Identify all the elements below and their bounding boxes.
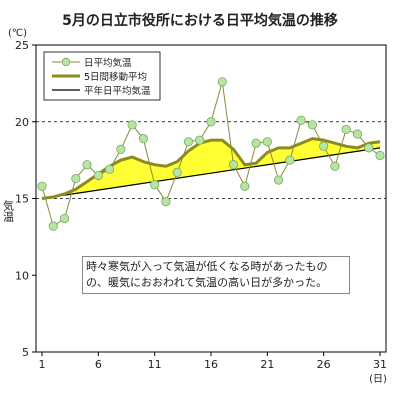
legend-label: 5日間移動平均 xyxy=(84,71,147,83)
data-point xyxy=(71,173,81,184)
data-point xyxy=(307,120,317,130)
chart-title: 5月の日立市役所における日平均気温の推移 xyxy=(62,13,338,29)
data-point xyxy=(217,77,227,87)
data-point xyxy=(195,135,205,145)
anomaly-fill xyxy=(42,138,380,199)
data-point xyxy=(285,155,295,165)
data-point xyxy=(59,213,70,224)
data-point xyxy=(240,181,250,191)
data-point xyxy=(161,196,171,207)
data-point xyxy=(330,161,340,171)
y-tick-label: 20 xyxy=(15,116,29,129)
annotation-box: 時々寒気が入って気温が低くなる時があったものの、暖気におおわれて気温の高い日が多… xyxy=(82,256,350,294)
x-tick-label: 11 xyxy=(148,358,162,371)
data-point xyxy=(296,115,306,125)
data-point xyxy=(273,175,284,185)
series-normal-line xyxy=(41,147,381,200)
x-tick-label: 21 xyxy=(260,358,274,371)
x-tick-label: 1 xyxy=(39,358,46,371)
data-point xyxy=(251,138,261,148)
data-point xyxy=(228,160,239,170)
data-point xyxy=(116,144,126,154)
x-tick-label: 31 xyxy=(373,358,387,371)
data-point xyxy=(183,137,194,147)
data-point xyxy=(319,141,329,151)
legend-label: 日平均気温 xyxy=(84,57,132,69)
data-point xyxy=(150,180,160,190)
y-tick-label: 25 xyxy=(15,39,29,52)
x-unit-label: (日) xyxy=(369,374,387,385)
data-point xyxy=(37,181,47,191)
data-point xyxy=(375,150,385,161)
data-point xyxy=(127,120,137,130)
data-point xyxy=(82,160,92,170)
y-unit-label: (℃) xyxy=(8,28,27,39)
data-point xyxy=(262,137,272,147)
data-point xyxy=(105,164,115,174)
legend-swatch-daily-marker xyxy=(61,57,71,67)
y-tick-label: 10 xyxy=(15,269,29,282)
y-tick-label: 15 xyxy=(15,193,29,206)
y-tick-label: 5 xyxy=(22,346,29,359)
x-tick-label: 6 xyxy=(95,358,102,371)
data-point xyxy=(364,143,374,153)
data-point xyxy=(93,170,103,181)
data-point xyxy=(206,117,216,127)
y-axis-label: 気温 xyxy=(2,199,15,222)
data-point xyxy=(48,221,58,231)
legend-label: 平年日平均気温 xyxy=(84,85,151,97)
data-point xyxy=(172,167,182,178)
data-point xyxy=(138,134,148,144)
data-point xyxy=(352,129,363,139)
x-tick-label: 16 xyxy=(204,358,218,371)
data-point xyxy=(341,124,351,135)
x-tick-label: 26 xyxy=(317,358,331,371)
